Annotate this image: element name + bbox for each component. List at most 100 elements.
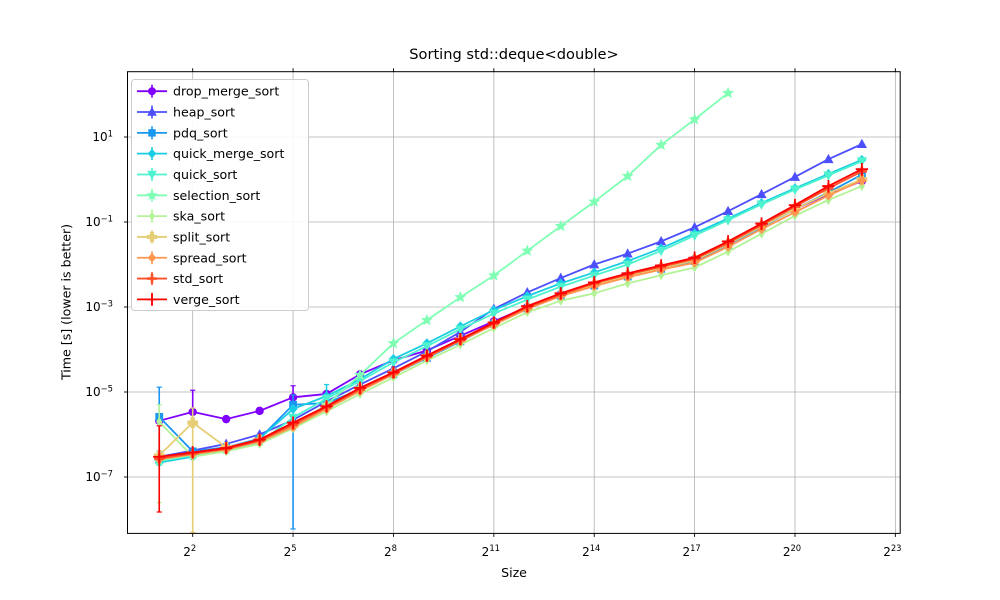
marker-star [588,195,601,207]
x-tick-label: 25 [284,543,297,559]
marker-triangle-down [823,171,834,181]
x-tick-label: 223 [883,543,901,559]
marker-plus-bold [147,273,157,284]
legend-entry-quick_merge_sort: quick_merge_sort [137,146,284,161]
series-verge_sort [153,162,869,513]
marker-plus [554,287,567,300]
marker-triangle-up [789,171,801,181]
marker-star [387,336,400,349]
legend-label: pdq_sort [173,125,228,140]
marker-star [655,138,668,151]
marker-triangle-up [856,138,867,149]
marker-diamond [147,253,157,263]
marker-plus [654,259,668,272]
legend-entry-selection_sort: selection_sort [137,188,260,203]
ticks [124,68,896,537]
marker-star [454,290,467,303]
y-tick-label: 10−7 [85,469,113,485]
legend-entry-spread_sort: spread_sort [137,250,247,265]
tick-labels: 22 25 28 211 214 217 220 223 101 10−1 10−3 10−5 10−7 [85,129,901,560]
marker-filled-plus [187,417,199,429]
legend-label: selection_sort [173,188,260,203]
marker-diamond [790,207,800,218]
x-tick-label: 28 [384,543,397,559]
marker-plus [822,179,835,193]
legend-entry-pdq_sort: pdq_sort [137,125,228,140]
series-line-std_sort [159,170,863,460]
marker-triangle-up [689,221,700,232]
marker-circle [221,414,231,424]
series-line-heap_sort [159,143,863,458]
marker-triangle-up [622,248,633,258]
legend-label: drop_merge_sort [173,84,279,99]
marker-thin-diamond [149,211,155,221]
marker-triangle-up [756,188,767,199]
legend-label: std_sort [173,271,223,286]
series-line-spread_sort [159,179,863,461]
legend-entry-std_sort: std_sort [137,271,223,286]
marker-plus [721,235,735,248]
marker-plus [420,349,434,362]
legend-box [131,79,309,311]
marker-triangle-down [622,260,633,270]
legend-entry-verge_sort: verge_sort [137,292,240,307]
marker-star [621,169,634,182]
legend: drop_merge_sort heap_sort pdq_sort quick_me… [131,79,309,311]
legend-label: heap_sort [173,105,235,120]
marker-triangle-up [823,153,834,164]
marker-star [521,244,534,256]
legend-entry-ska_sort: ska_sort [137,209,225,224]
marker-star [688,113,701,125]
legend-entry-split_sort: split_sort [137,229,230,244]
marker-plus [454,332,467,346]
series-line-verge_sort [159,168,863,458]
marker-triangle-down [455,325,466,335]
marker-triangle-down [756,200,767,210]
marker-star [146,189,158,201]
marker-plus [286,416,300,429]
x-tick-label: 211 [482,543,500,559]
series-line-ska_sort [158,185,863,458]
marker-square [148,129,156,137]
marker-triangle-down [388,358,399,368]
x-tick-label: 217 [682,543,700,559]
y-axis-label: Time [s] (lower is better) [58,223,74,381]
marker-plus [588,276,601,289]
marker-thin-diamond [156,416,163,427]
legend-label: quick_merge_sort [173,146,284,161]
y-tick-label: 10−3 [85,299,113,315]
marker-triangle-down [488,309,499,319]
marker-triangle-up [722,205,734,216]
marker-diamond [823,190,834,201]
marker-triangle-up [147,106,157,116]
marker-plus [320,400,333,413]
marker-triangle-up [555,272,566,282]
marker-plus [253,433,266,446]
marker-triangle-down [789,185,801,195]
marker-triangle-down [722,216,734,226]
marker-plus [788,198,802,212]
y-tick-label: 10−1 [85,214,113,230]
marker-triangle-down [856,157,867,167]
marker-circle [255,406,264,416]
legend-entry-heap_sort: heap_sort [137,105,235,120]
marker-plus [353,381,367,395]
marker-circle [148,87,156,96]
plot-border [127,71,901,534]
x-tick-label: 220 [783,543,801,559]
marker-triangle-down [147,170,157,180]
marker-thin-diamond [591,288,598,299]
marker-triangle-down [656,246,667,257]
marker-diamond [288,403,298,414]
x-tick-label: 214 [582,543,600,559]
marker-plus [621,267,634,280]
marker-plus [219,441,233,455]
series-line-quick_sort [159,160,863,462]
marker-plus [487,316,501,329]
x-tick-label: 22 [183,543,196,559]
marker-filled-plus [146,231,158,243]
marker-star [420,313,433,326]
marker-star [722,86,735,99]
